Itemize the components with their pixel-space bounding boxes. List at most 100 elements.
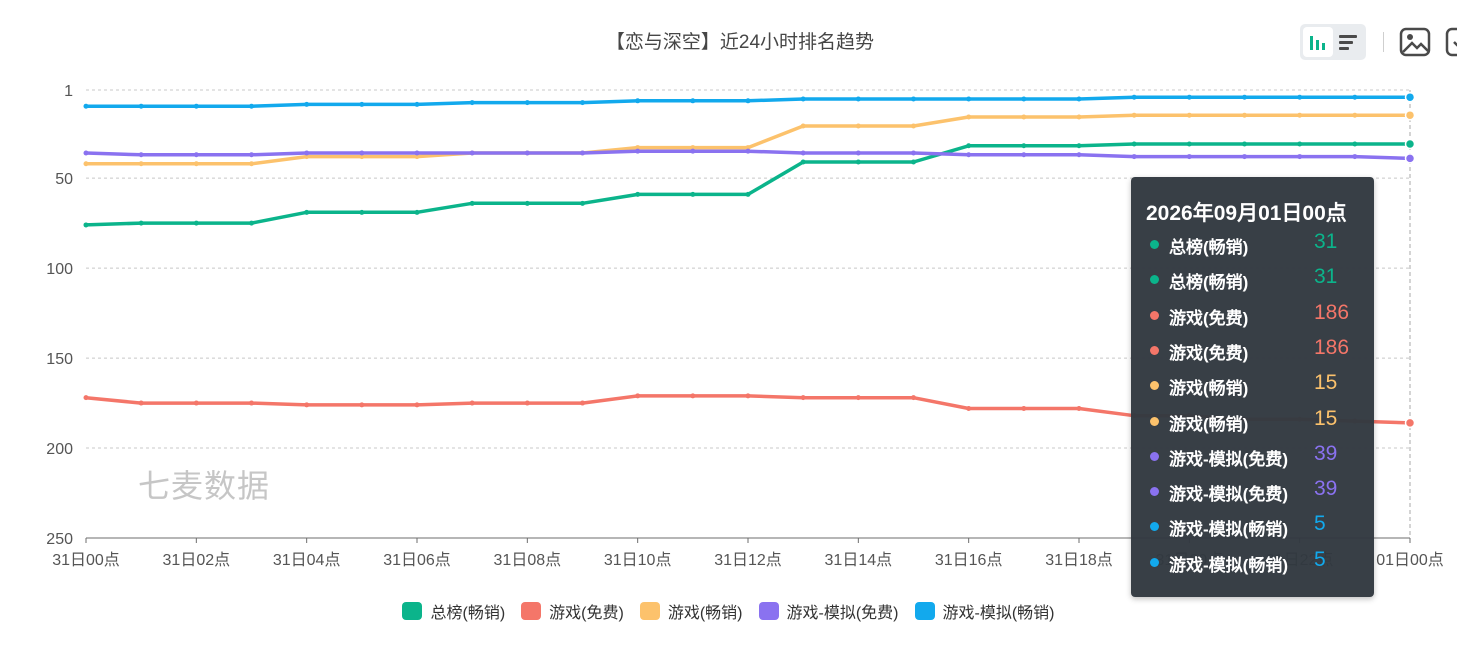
data-point[interactable] [193,161,199,167]
data-point[interactable] [1186,94,1192,100]
data-point[interactable] [635,98,641,104]
data-point[interactable] [1242,94,1247,100]
data-point[interactable] [304,101,310,107]
data-point[interactable] [1076,96,1082,102]
data-point[interactable] [1404,91,1416,103]
data-point[interactable] [1297,94,1303,100]
data-point[interactable] [1076,114,1082,120]
data-point[interactable] [304,150,310,156]
data-point[interactable] [1352,94,1358,100]
data-point[interactable] [193,103,199,109]
data-point[interactable] [966,96,972,102]
more-icon[interactable] [1444,25,1457,59]
data-point[interactable] [1131,94,1137,100]
data-point[interactable] [966,114,972,120]
data-point[interactable] [1297,141,1303,147]
data-point[interactable] [800,159,806,165]
data-point[interactable] [966,143,972,149]
data-point[interactable] [1131,154,1137,160]
data-point[interactable] [635,145,641,151]
data-point[interactable] [1131,141,1137,147]
legend-item[interactable]: 游戏-模拟(畅销) [914,599,1055,623]
data-point[interactable] [690,145,696,151]
data-point[interactable] [414,209,420,215]
data-point[interactable] [911,96,916,102]
data-point[interactable] [524,100,530,106]
data-point[interactable] [414,154,420,160]
data-point[interactable] [911,123,916,129]
data-point[interactable] [469,150,475,156]
data-point[interactable] [745,145,751,151]
data-point[interactable] [359,101,365,107]
data-point[interactable] [1242,154,1247,160]
data-point[interactable] [469,100,475,106]
data-point[interactable] [690,148,696,154]
data-point[interactable] [193,152,199,158]
data-point[interactable] [1404,417,1416,429]
data-point[interactable] [249,400,254,406]
data-point[interactable] [855,395,861,401]
data-point[interactable] [138,400,144,406]
data-point[interactable] [911,395,916,401]
data-point[interactable] [1352,154,1358,160]
data-point[interactable] [855,96,861,102]
data-point[interactable] [1352,141,1358,147]
data-point[interactable] [1076,405,1082,411]
data-point[interactable] [911,150,916,156]
data-point[interactable] [1131,112,1137,118]
data-point[interactable] [1297,112,1303,118]
data-point[interactable] [800,96,806,102]
data-point[interactable] [414,101,420,107]
data-point[interactable] [745,98,751,104]
data-point[interactable] [1404,153,1416,164]
data-point[interactable] [83,103,89,109]
data-point[interactable] [800,395,806,401]
data-point[interactable] [138,152,144,158]
data-point[interactable] [855,150,861,156]
data-point[interactable] [83,222,89,228]
data-point[interactable] [1297,154,1303,160]
data-point[interactable] [249,152,254,158]
data-point[interactable] [1186,141,1192,147]
legend-item[interactable]: 总榜(畅销) [402,599,505,623]
data-point[interactable] [1186,154,1192,160]
data-point[interactable] [966,152,972,158]
data-point[interactable] [469,400,475,406]
data-point[interactable] [635,148,641,154]
data-point[interactable] [359,150,365,156]
data-point[interactable] [580,150,585,156]
data-point[interactable] [745,393,751,399]
data-point[interactable] [1404,109,1416,121]
data-point[interactable] [635,191,641,197]
data-point[interactable] [855,159,861,165]
data-point[interactable] [138,220,144,226]
data-point[interactable] [304,154,310,160]
data-point[interactable] [1352,112,1358,118]
data-point[interactable] [524,150,530,156]
data-point[interactable] [304,209,310,215]
data-point[interactable] [414,402,420,408]
data-point[interactable] [745,148,751,154]
data-point[interactable] [1404,138,1416,150]
data-point[interactable] [138,161,144,167]
legend-item[interactable]: 游戏(免费) [521,599,624,623]
data-point[interactable] [193,400,199,406]
data-point[interactable] [414,150,420,156]
data-point[interactable] [855,123,861,129]
data-point[interactable] [304,402,310,408]
bar-chart-icon[interactable] [1303,27,1333,57]
data-point[interactable] [138,103,144,109]
data-point[interactable] [690,191,696,197]
data-point[interactable] [1021,405,1027,411]
data-point[interactable] [83,395,89,401]
data-point[interactable] [1242,141,1247,147]
data-point[interactable] [1076,143,1082,149]
data-point[interactable] [1242,112,1247,118]
data-point[interactable] [1021,143,1027,149]
data-point[interactable] [800,123,806,129]
data-point[interactable] [690,393,696,399]
legend-item[interactable]: 游戏-模拟(免费) [758,599,899,623]
data-point[interactable] [524,200,530,206]
data-point[interactable] [249,161,254,167]
data-point[interactable] [1021,96,1027,102]
